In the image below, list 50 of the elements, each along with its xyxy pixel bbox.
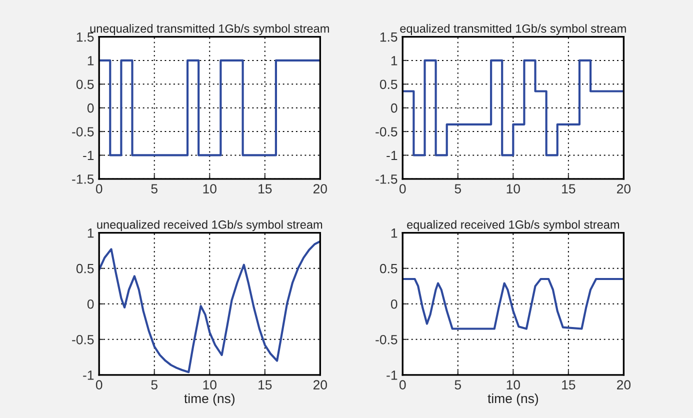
y-tick-label: -1.5: [72, 174, 94, 184]
y-tick-label: 0.5: [76, 264, 94, 274]
y-tick-label: 0: [390, 103, 398, 113]
x-tick-label: 0: [96, 380, 102, 390]
y-tick-label: -0.5: [72, 127, 94, 136]
chart-title: unequalized received 1Gb/s symbol stream: [97, 220, 322, 232]
chart-title: equalized transmitted 1Gb/s symbol stream: [400, 24, 626, 36]
x-axis-title: time (ns): [488, 393, 538, 406]
y-tick-label: 1: [391, 228, 398, 238]
y-tick-label: 1: [88, 56, 94, 66]
y-tick-label: 1.5: [380, 32, 398, 42]
x-tick-label: 10: [203, 184, 216, 194]
x-tick-label: 20: [617, 184, 631, 194]
x-tick-label: 15: [562, 184, 576, 194]
y-tick-label: -1: [83, 370, 94, 380]
y-tick-label: 0.5: [380, 80, 398, 90]
chart-title: equalized received 1Gb/s symbol stream: [407, 220, 620, 232]
x-tick-label: 15: [562, 380, 576, 390]
line-series: [402, 278, 624, 330]
x-tick-label: 5: [454, 380, 462, 390]
x-tick-label: 5: [151, 380, 158, 390]
x-tick-label: 10: [506, 380, 520, 390]
x-tick-label: 15: [258, 380, 272, 390]
x-tick-label: 20: [617, 380, 631, 390]
y-tick-label: -0.5: [376, 334, 398, 344]
x-tick-label: 20: [313, 380, 327, 390]
y-tick-label: 0: [390, 299, 398, 309]
y-tick-label: -0.5: [72, 334, 94, 344]
x-tick-label: 10: [506, 184, 520, 194]
y-tick-label: -1.5: [376, 174, 398, 184]
y-tick-label: 0: [87, 103, 94, 113]
x-tick-label: 10: [203, 380, 216, 390]
x-axis-title: time (ns): [184, 393, 234, 406]
y-tick-label: -1: [83, 150, 94, 160]
y-tick-label: 1: [88, 228, 94, 238]
y-tick-label: 0.5: [380, 264, 398, 274]
y-tick-label: 1: [391, 56, 398, 66]
y-tick-label: -1: [386, 370, 398, 380]
x-tick-label: 0: [399, 184, 406, 194]
line-series: [99, 240, 320, 374]
y-tick-label: -1: [386, 150, 398, 160]
x-tick-label: 20: [313, 184, 327, 194]
x-tick-label: 0: [96, 184, 102, 194]
x-tick-label: 5: [454, 184, 462, 194]
y-tick-label: -0.5: [376, 127, 398, 136]
x-tick-label: 0: [399, 380, 406, 390]
y-tick-label: 0: [87, 299, 94, 309]
x-tick-label: 15: [258, 184, 272, 194]
x-tick-label: 5: [151, 184, 158, 194]
y-tick-label: 0.5: [76, 80, 94, 90]
